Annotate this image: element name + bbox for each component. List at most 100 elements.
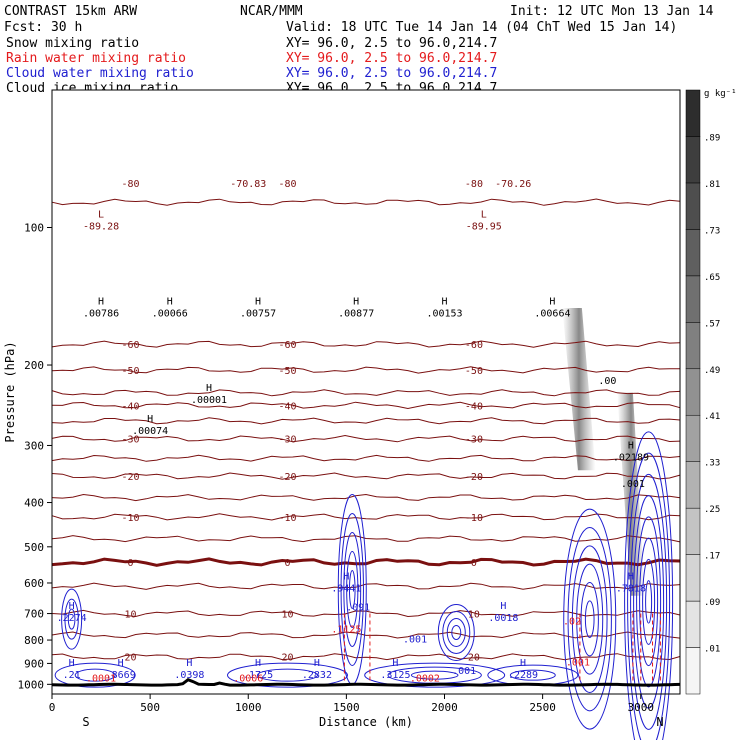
temperature-label: -70.83 (230, 179, 266, 190)
temperature-label: -30 (121, 435, 139, 446)
colorbar-segment (685, 182, 701, 230)
colorbar-segment (685, 507, 701, 555)
extremum-marker: L (98, 210, 104, 221)
extremum-marker: H (98, 296, 104, 307)
cloud-water-contour (364, 662, 506, 688)
colorbar-tick-label: .33 (704, 459, 720, 469)
extremum-marker: H (520, 658, 526, 669)
contour-label: .001 (452, 666, 476, 677)
temperature-contour (51, 493, 681, 502)
colorbar-tick-label: .09 (704, 598, 720, 608)
extremum-value: .00001 (191, 395, 227, 406)
cloud-water-contour (633, 495, 665, 709)
colorbar-segment (685, 368, 701, 416)
temperature-contour (51, 454, 681, 462)
temperature-label: 0 (471, 558, 477, 569)
extremum-value: .3125 (380, 670, 410, 681)
forecast-hour: Fcst: 30 h (4, 20, 82, 35)
colorbar-tick-label: .17 (704, 552, 720, 562)
init-time: Init: 12 UTC Mon 13 Jan 14 (510, 4, 714, 19)
colorbar-segment (685, 600, 701, 648)
temperature-label: -40 (278, 401, 296, 412)
y-tick-label: 700 (24, 608, 44, 621)
x-end-right: N (656, 715, 663, 729)
colorbar-segment (685, 89, 701, 137)
y-tick-label: 200 (24, 359, 44, 372)
temperature-label: -60 (465, 340, 483, 351)
cloud-water-contour (74, 668, 116, 682)
colorbar-segment (685, 229, 701, 277)
extremum-value: .9441 (331, 583, 361, 594)
field-name: Cloud water mixing ratio (6, 66, 194, 81)
colorbar-segment (685, 322, 701, 370)
temperature-label: -80 (465, 179, 483, 190)
y-axis-label: Pressure (hPa) (3, 341, 17, 442)
rain-water-contours (343, 613, 661, 685)
cloud-water-contour (348, 569, 356, 609)
colorbar-segment (685, 136, 701, 184)
temperature-contours (51, 198, 681, 661)
x-tick-label: 1500 (333, 701, 360, 714)
cloud-water-contour (624, 431, 674, 740)
extremum-value: .00877 (338, 308, 374, 319)
temperature-contour (51, 389, 681, 397)
colorbar-segment (685, 461, 701, 509)
field-xy: XY= 96.0, 2.5 to 96.0,214.7 (286, 36, 497, 51)
colorbar-tick-label: .65 (704, 273, 720, 283)
colorbar-tick-label: .57 (704, 319, 720, 329)
plot-frame (51, 89, 681, 695)
cloud-water-contour (639, 537, 659, 667)
extremum-value: .1725 (243, 670, 273, 681)
colorbar-tick-label: .25 (704, 505, 720, 515)
cloud-water-contour (67, 608, 76, 630)
temperature-label: -50 (465, 366, 483, 377)
temperature-label: -40 (465, 401, 483, 412)
extremum-value: .2274 (57, 613, 87, 624)
temperature-label: -10 (121, 513, 139, 524)
colorbar-unit: g kg⁻¹ (704, 89, 737, 99)
extremum-marker: H (628, 440, 634, 451)
temperature-label: -50 (121, 366, 139, 377)
cloud-water-contour (64, 598, 79, 640)
field-legend: Snow mixing ratio XY= 96.0, 2.5 to 96.0,2… (6, 36, 497, 96)
extremum-value: .02189 (613, 452, 649, 463)
extremum-marker: H (314, 658, 320, 669)
y-tick-label: 500 (24, 541, 44, 554)
temperature-label: 10 (468, 610, 480, 621)
temperature-label: -80 (278, 179, 296, 190)
snow-shading (562, 307, 645, 596)
extremum-marker: H (69, 658, 75, 669)
extremum-value: .2832 (302, 670, 332, 681)
temperature-label: 20 (468, 653, 480, 664)
temperature-label: 20 (281, 653, 293, 664)
x-end-left: S (82, 715, 89, 729)
x-tick-label: 2000 (431, 701, 458, 714)
cloud-water-contour (257, 668, 318, 682)
extremum-marker: H (255, 658, 261, 669)
temperature-labels: -80 -80 -80 -70.83 -70.26 -60 -60 -60 -50 -50 -50 -… (121, 179, 531, 663)
extremum-marker: H (628, 571, 634, 582)
contour-label: .001 (621, 479, 645, 490)
field-xy: XY= 96.0, 2.5 to 96.0,214.7 (286, 51, 497, 66)
temperature-contour (51, 434, 681, 443)
colorbar: .01 .09 .17 .25 .33 .41 .49 .57 .65 .73 .81 .89 (685, 89, 720, 695)
extremum-value: .0398 (174, 670, 204, 681)
temperature-contour (51, 417, 681, 425)
extremum-marker: H (118, 658, 124, 669)
extremum-marker: H (206, 383, 212, 394)
cloud-water-contour (61, 588, 83, 650)
colorbar-tick-label: .01 (704, 645, 720, 655)
temperature-label: -20 (121, 472, 139, 483)
extremum-value: .00066 (152, 308, 188, 319)
temperature-label: 20 (124, 653, 136, 664)
colorbar-segment (685, 647, 701, 695)
cloud-water-contour (227, 662, 348, 688)
temperature-contour (51, 340, 681, 348)
temperature-label: -20 (278, 472, 296, 483)
extremum-value: .00153 (426, 308, 462, 319)
extremum-value: -89.28 (83, 222, 119, 233)
contour-label: .091 (346, 603, 370, 614)
extremum-value: .8669 (106, 670, 136, 681)
x-tick-label: 0 (49, 701, 56, 714)
